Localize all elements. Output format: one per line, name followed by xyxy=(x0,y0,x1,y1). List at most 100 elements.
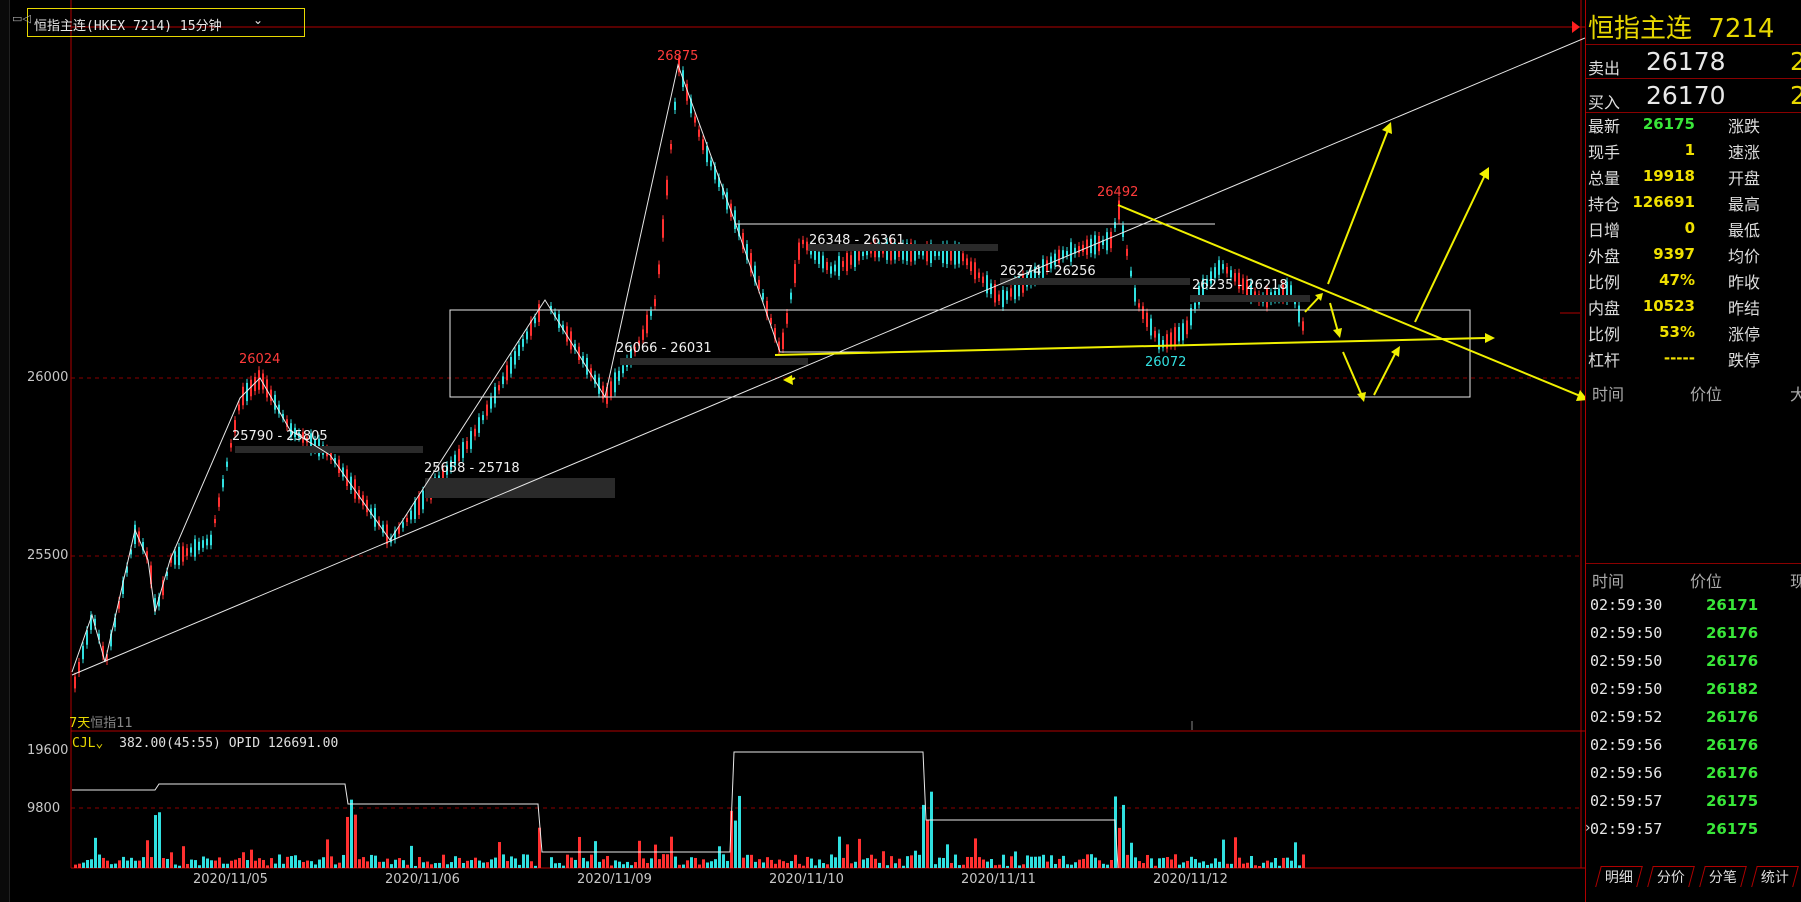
tick-time: 02:59:57 xyxy=(1590,792,1663,810)
volume-bar xyxy=(774,863,777,868)
volume-bar xyxy=(126,860,129,868)
tick-row[interactable]: 02:59:30 26171 xyxy=(1586,592,1801,620)
chevron-down-icon[interactable]: ⌄ xyxy=(95,736,104,751)
volume-bar xyxy=(930,791,933,868)
volume-bar xyxy=(1190,856,1193,868)
upper-time-header: 时间 xyxy=(1592,385,1625,404)
volume-bar xyxy=(1258,865,1261,868)
volume-bar xyxy=(758,859,761,868)
indicator-name[interactable]: CJL xyxy=(72,736,96,751)
sell-label: 卖出 xyxy=(1588,59,1621,78)
quote-field-row: 内盘 10523 昨结 xyxy=(1586,293,1801,319)
volume-bar xyxy=(422,862,425,868)
tick-row[interactable]: 02:59:56 26176 xyxy=(1586,732,1801,760)
volume-bar xyxy=(906,856,909,868)
volume-bar xyxy=(98,854,101,868)
chevron-down-icon[interactable]: ⌄ xyxy=(253,13,264,27)
volume-bar xyxy=(246,860,249,868)
tick-row[interactable]: 02:59:50 26176 xyxy=(1586,620,1801,648)
volume-bar xyxy=(1038,856,1041,868)
volume-bar xyxy=(482,862,485,868)
tab-ticks[interactable]: 分笔 xyxy=(1699,866,1747,887)
volume-bar xyxy=(882,851,885,868)
volume-bar xyxy=(962,864,965,868)
volume-bar xyxy=(282,863,285,868)
volume-bar xyxy=(430,864,433,868)
volume-bar xyxy=(534,865,537,868)
volume-bar xyxy=(326,839,329,868)
volume-bar xyxy=(74,864,77,868)
price-chart[interactable] xyxy=(0,0,1585,902)
volume-bar xyxy=(1262,862,1265,868)
volume-bar xyxy=(570,857,573,868)
volume-bar xyxy=(1238,857,1241,868)
buy-price: 26170 xyxy=(1646,81,1726,110)
volume-bar xyxy=(918,854,921,868)
volume-bar xyxy=(406,864,409,868)
volume-bar xyxy=(1066,864,1069,868)
volume-bar xyxy=(1254,865,1257,868)
chart-title-box[interactable]: ▭◁ 恒指主连(HKEX 7214) 15分钟 ⌄ xyxy=(12,8,305,37)
buy-volume: 2 xyxy=(1790,81,1801,110)
volume-bar xyxy=(822,863,825,868)
tick-row[interactable]: 02:59:56 26176 xyxy=(1586,760,1801,788)
volume-bar xyxy=(990,859,993,868)
tick-row[interactable]: 02:59:50 26176 xyxy=(1586,648,1801,676)
volume-bar xyxy=(826,864,829,868)
tab-price-dist[interactable]: 分价 xyxy=(1647,866,1695,887)
tick-row[interactable]: 02:59:50 26182 xyxy=(1586,676,1801,704)
volume-bar xyxy=(526,854,529,868)
volume-bar xyxy=(1074,862,1077,868)
volume-bar xyxy=(522,854,525,868)
volume-bar xyxy=(858,838,861,868)
volume-bar xyxy=(938,857,941,868)
buy-row: 买入 26170 2 xyxy=(1586,78,1801,113)
tick-row[interactable]: 02:59:52 26176 xyxy=(1586,704,1801,732)
volume-bar xyxy=(770,859,773,868)
indicator-bar[interactable]: CJL⌄ 382.00(45:55) OPID 126691.00 xyxy=(72,736,338,751)
volume-bar xyxy=(834,857,837,868)
tick-row[interactable]: 02:59:57 26175 xyxy=(1586,788,1801,816)
volume-bar xyxy=(1278,865,1281,868)
volume-bar xyxy=(954,854,957,868)
volume-bar xyxy=(474,857,477,868)
volume-bar xyxy=(1202,861,1205,868)
volume-bar xyxy=(222,863,225,868)
tab-stats[interactable]: 统计 xyxy=(1751,866,1799,887)
volume-bar xyxy=(1062,855,1065,868)
volume-bar xyxy=(914,850,917,868)
volume-bar xyxy=(1150,858,1153,868)
volume-bar xyxy=(266,865,269,868)
volume-bar xyxy=(1078,859,1081,868)
volume-bar xyxy=(94,837,97,868)
volume-bar xyxy=(150,857,153,868)
volume-bar xyxy=(602,859,605,868)
volume-bar xyxy=(854,861,857,868)
volume-bar xyxy=(1022,864,1025,868)
volume-bar xyxy=(554,863,557,868)
volume-bar xyxy=(502,854,505,868)
volume-bar xyxy=(590,854,593,868)
volume-bar xyxy=(1298,865,1301,868)
volume-bar xyxy=(594,841,597,868)
volume-bar xyxy=(646,863,649,868)
volume-bar xyxy=(818,859,821,868)
volume-bar xyxy=(946,844,949,868)
quote-field-row: 总量 19918 开盘 xyxy=(1586,163,1801,189)
field-value: 19918 xyxy=(1642,167,1695,185)
chart-link-icon[interactable]: ▭◁ xyxy=(12,12,31,25)
volume-bar xyxy=(298,860,301,868)
volume-bar xyxy=(418,856,421,868)
volume-bar xyxy=(1026,855,1029,868)
volume-bar xyxy=(650,858,653,868)
volume-bar xyxy=(82,862,85,868)
tick-row[interactable]: 02:59:57 26175 xyxy=(1586,816,1801,844)
volume-bar xyxy=(1222,839,1225,868)
volume-bar xyxy=(1090,854,1093,868)
volume-bar xyxy=(922,804,925,868)
volume-bar xyxy=(1046,861,1049,868)
tab-details[interactable]: 明细 xyxy=(1595,866,1643,887)
volume-bar xyxy=(250,849,253,868)
volume-bar xyxy=(306,860,309,868)
volume-bar xyxy=(622,864,625,868)
